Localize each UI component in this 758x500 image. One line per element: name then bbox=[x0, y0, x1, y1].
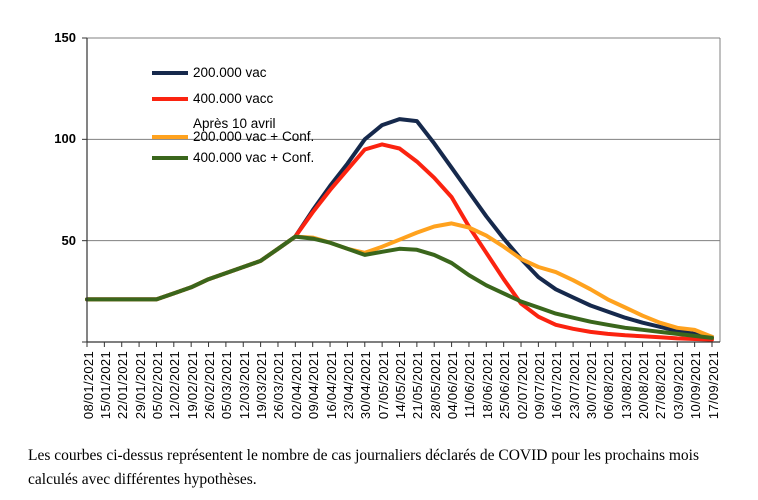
x-axis-label: 30/04/2021 bbox=[358, 351, 374, 420]
x-axis-label: 09/04/2021 bbox=[306, 351, 322, 420]
legend-label: 400.000 vacc Après 10 avril bbox=[193, 91, 276, 131]
x-axis-label: 19/03/2021 bbox=[254, 351, 270, 420]
x-axis-label: 23/07/2021 bbox=[566, 351, 582, 420]
x-axis-label: 16/04/2021 bbox=[323, 351, 339, 420]
x-axis-label: 12/03/2021 bbox=[236, 351, 252, 420]
y-axis-label: 150 bbox=[54, 30, 76, 45]
x-axis-label: 09/07/2021 bbox=[531, 351, 547, 420]
x-axis-label: 03/09/2021 bbox=[670, 351, 686, 420]
x-axis-label: 30/07/2021 bbox=[583, 351, 599, 420]
chart-caption: Les courbes ci-dessus représentent le no… bbox=[28, 444, 748, 492]
legend-label: 200.000 vac + Conf. bbox=[193, 129, 315, 144]
caption-line-2: calculés avec différentes hypothèses. bbox=[28, 471, 257, 488]
covid-projection-chart: 150 100 50 08/01/2021 15/01/2021 22/01/2021 2… bbox=[54, 30, 721, 420]
y-axis-label: 50 bbox=[61, 232, 76, 248]
x-axis-label: 11/06/2021 bbox=[462, 351, 478, 419]
legend-marker bbox=[152, 156, 188, 161]
x-axis-label: 21/05/2021 bbox=[410, 351, 426, 420]
axes bbox=[82, 37, 720, 347]
series-line bbox=[85, 142, 714, 342]
series-lines bbox=[85, 117, 714, 342]
x-axis-label: 02/04/2021 bbox=[288, 351, 304, 420]
legend-marker bbox=[152, 97, 188, 102]
x-axis-label: 29/01/2021 bbox=[132, 351, 148, 420]
x-axis-label: 26/03/2021 bbox=[271, 351, 287, 420]
legend-marker bbox=[152, 135, 188, 140]
legend-label: 400.000 vac + Conf. bbox=[193, 150, 315, 165]
x-axis-label: 05/03/2021 bbox=[219, 351, 235, 420]
plot-area bbox=[82, 37, 721, 347]
x-axis-label: 22/01/2021 bbox=[115, 351, 131, 420]
x-axis-label: 23/04/2021 bbox=[340, 351, 356, 420]
legend-entry: 400.000 vacc Après 10 avril bbox=[152, 92, 276, 130]
x-axis-label: 19/02/2021 bbox=[184, 351, 200, 420]
x-axis-label: 12/02/2021 bbox=[167, 351, 183, 420]
x-axis-label: 20/08/2021 bbox=[636, 351, 652, 420]
x-axis-label: 14/05/2021 bbox=[393, 351, 408, 420]
x-axis-label: 10/09/2021 bbox=[688, 351, 704, 420]
x-axis-label: 06/08/2021 bbox=[601, 351, 617, 420]
x-axis-label: 26/02/2021 bbox=[202, 351, 218, 420]
x-axis-label: 25/06/2021 bbox=[497, 351, 513, 420]
x-axis-label: 08/01/2021 bbox=[80, 351, 96, 420]
x-axis-label: 27/08/2021 bbox=[653, 351, 669, 420]
x-axis-label: 04/06/2021 bbox=[445, 351, 461, 420]
x-axis-label: 17/09/2021 bbox=[705, 351, 721, 420]
legend-entry: 200.000 vac bbox=[152, 66, 267, 84]
x-axis-label: 05/02/2021 bbox=[149, 351, 165, 420]
legend-entry: 400.000 vac + Conf. bbox=[152, 151, 314, 169]
x-axis-label: 13/08/2021 bbox=[618, 351, 634, 420]
x-axis-label: 07/05/2021 bbox=[375, 351, 391, 420]
caption-line-1: Les courbes ci-dessus représentent le no… bbox=[28, 447, 700, 464]
x-axis-label: 16/07/2021 bbox=[549, 351, 565, 420]
x-axis-label: 02/07/2021 bbox=[514, 351, 530, 420]
x-axis-label: 28/05/2021 bbox=[427, 351, 443, 420]
y-axis-label: 100 bbox=[54, 131, 76, 147]
gridlines bbox=[87, 37, 721, 342]
x-axis-label: 15/01/2021 bbox=[97, 351, 113, 420]
x-axis-label: 18/06/2021 bbox=[479, 351, 495, 420]
legend-label: 200.000 vac bbox=[193, 65, 267, 80]
legend-marker bbox=[152, 71, 188, 76]
series-line bbox=[85, 234, 714, 340]
legend-entry: 200.000 vac + Conf. bbox=[152, 130, 314, 148]
